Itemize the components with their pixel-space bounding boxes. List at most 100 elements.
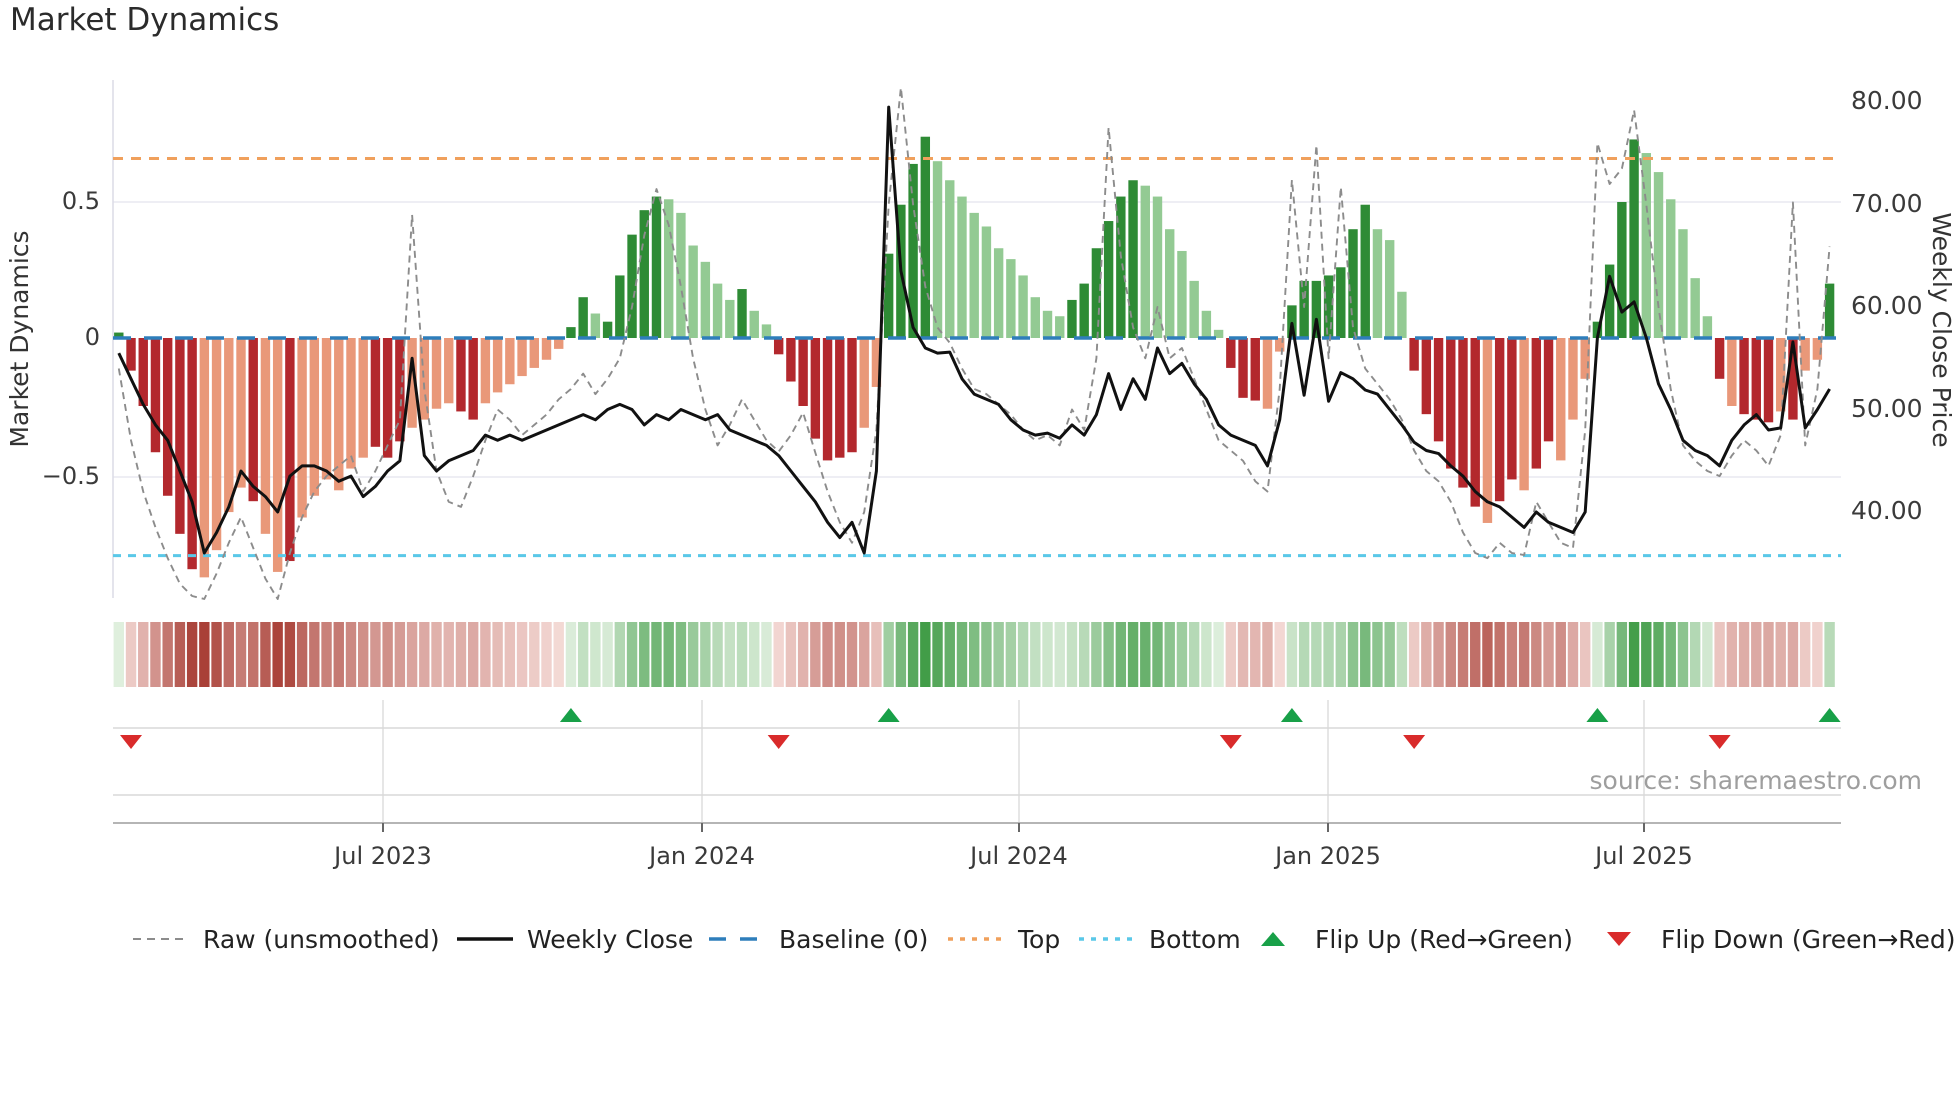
oscillator-bar: [1592, 321, 1603, 338]
heatmap-cell: [1531, 622, 1542, 687]
heatmap-cell: [1653, 622, 1664, 687]
heatmap-cell: [675, 622, 687, 687]
oscillator-bar: [395, 338, 405, 442]
heatmap-cell: [1775, 622, 1786, 687]
heatmap-cell: [1103, 622, 1114, 687]
oscillator-bar: [627, 234, 637, 338]
legend-item-label: Weekly Close: [527, 924, 694, 954]
heatmap-cell: [1408, 622, 1420, 687]
heatmap-cell: [700, 622, 711, 687]
oscillator-bar: [957, 196, 967, 338]
heatmap-cell: [565, 622, 577, 687]
oscillator-bar: [211, 338, 222, 551]
oscillator-bar: [1714, 338, 1725, 379]
heatmap-cell: [284, 622, 296, 687]
oscillator-bar: [615, 275, 625, 338]
oscillator-bar: [468, 338, 478, 420]
oscillator-bar: [517, 338, 527, 377]
heatmap-cell: [1225, 622, 1237, 687]
oscillator-bar: [1470, 338, 1480, 507]
flip-up-marker: [1280, 708, 1303, 722]
heatmap-cell: [1470, 622, 1481, 687]
heatmap-cell: [1274, 622, 1285, 687]
oscillator-bar: [1103, 221, 1114, 338]
heatmap-cell: [614, 622, 626, 687]
heatmap-cell: [724, 622, 735, 687]
oscillator-bar: [1140, 185, 1150, 338]
oscillator-bar: [1482, 338, 1493, 523]
oscillator-bar: [1372, 229, 1383, 338]
heatmap-cell: [443, 622, 454, 687]
raw-line-swatch: [133, 938, 189, 940]
heatmap-cell: [822, 622, 833, 687]
oscillator-bar: [578, 297, 588, 338]
heatmap-cell: [406, 622, 418, 687]
oscillator-bar: [175, 338, 185, 534]
heatmap-cell: [321, 622, 332, 687]
oscillator-bar: [1397, 291, 1407, 338]
flip-up-swatch: [1261, 932, 1285, 946]
heatmap-cell: [1799, 622, 1811, 687]
oscillator-bar: [138, 338, 148, 406]
heatmap-cell: [785, 622, 797, 687]
oscillator-bar: [1262, 338, 1273, 409]
legend-item-label: Flip Up (Red→Green): [1315, 924, 1573, 954]
right-tick-label: 70.00: [1851, 189, 1923, 218]
oscillator-bar: [1494, 338, 1505, 502]
oscillator-bar: [676, 212, 686, 338]
heatmap-cell: [1763, 622, 1774, 687]
oscillator-bar: [236, 338, 246, 488]
oscillator-bar: [761, 324, 772, 338]
oscillator-bar: [419, 338, 429, 420]
oscillator-bar: [1641, 153, 1651, 338]
heatmap-cell: [1042, 622, 1053, 687]
oscillator-bar: [1238, 338, 1248, 398]
oscillator-bar: [969, 212, 979, 338]
heatmap-cell: [235, 622, 247, 687]
weekly-close-swatch: [457, 937, 513, 941]
heatmap-cell: [1824, 622, 1835, 687]
oscillator-bar: [334, 338, 344, 491]
heatmap-cell: [1751, 622, 1762, 687]
oscillator-bar: [725, 299, 735, 338]
oscillator-bar: [1165, 229, 1175, 338]
oscillator-bar: [1763, 338, 1774, 423]
heatmap-cell: [1518, 622, 1530, 687]
heatmap-cell: [1567, 622, 1579, 687]
heatmap-cell: [1017, 622, 1029, 687]
oscillator-bar: [162, 338, 173, 496]
left-tick-label: 0.5: [61, 187, 100, 215]
flip-down-marker: [1403, 735, 1426, 749]
oscillator-bar: [1653, 172, 1664, 338]
heatmap-cell: [150, 622, 161, 687]
heatmap-cell: [309, 622, 320, 687]
right-tick-label: 50.00: [1851, 394, 1923, 423]
bottom-swatch: [1079, 937, 1135, 941]
oscillator-bar: [1433, 338, 1444, 442]
flip-up-marker: [559, 708, 582, 722]
top-swatch: [948, 937, 1004, 941]
flip-up-marker: [1818, 708, 1841, 722]
heatmap-cell: [248, 622, 259, 687]
oscillator-bar: [1812, 338, 1823, 360]
oscillator-bar: [1323, 275, 1334, 338]
legend-item: Baseline (0): [708, 922, 928, 956]
flip-down-marker: [1708, 735, 1731, 749]
heatmap-cell: [358, 622, 369, 687]
oscillator-bar: [1275, 338, 1285, 352]
oscillator-bar: [1507, 338, 1517, 480]
oscillator-bar: [1250, 338, 1260, 401]
oscillator-bar: [1311, 280, 1322, 338]
weekly-close-line: [117, 105, 1831, 555]
heatmap-cell: [859, 622, 870, 687]
oscillator-bar: [1739, 338, 1749, 415]
oscillator-bar: [1201, 310, 1212, 338]
heatmap-cell: [920, 622, 931, 687]
legend-item-label: Raw (unsmoothed): [203, 924, 440, 954]
oscillator-bar: [566, 327, 576, 338]
heatmap-cell: [199, 622, 210, 687]
heatmap-cell: [516, 622, 528, 687]
heatmap-cell: [223, 622, 234, 687]
oscillator-bar: [981, 226, 992, 338]
oscillator-bar: [1568, 338, 1578, 420]
